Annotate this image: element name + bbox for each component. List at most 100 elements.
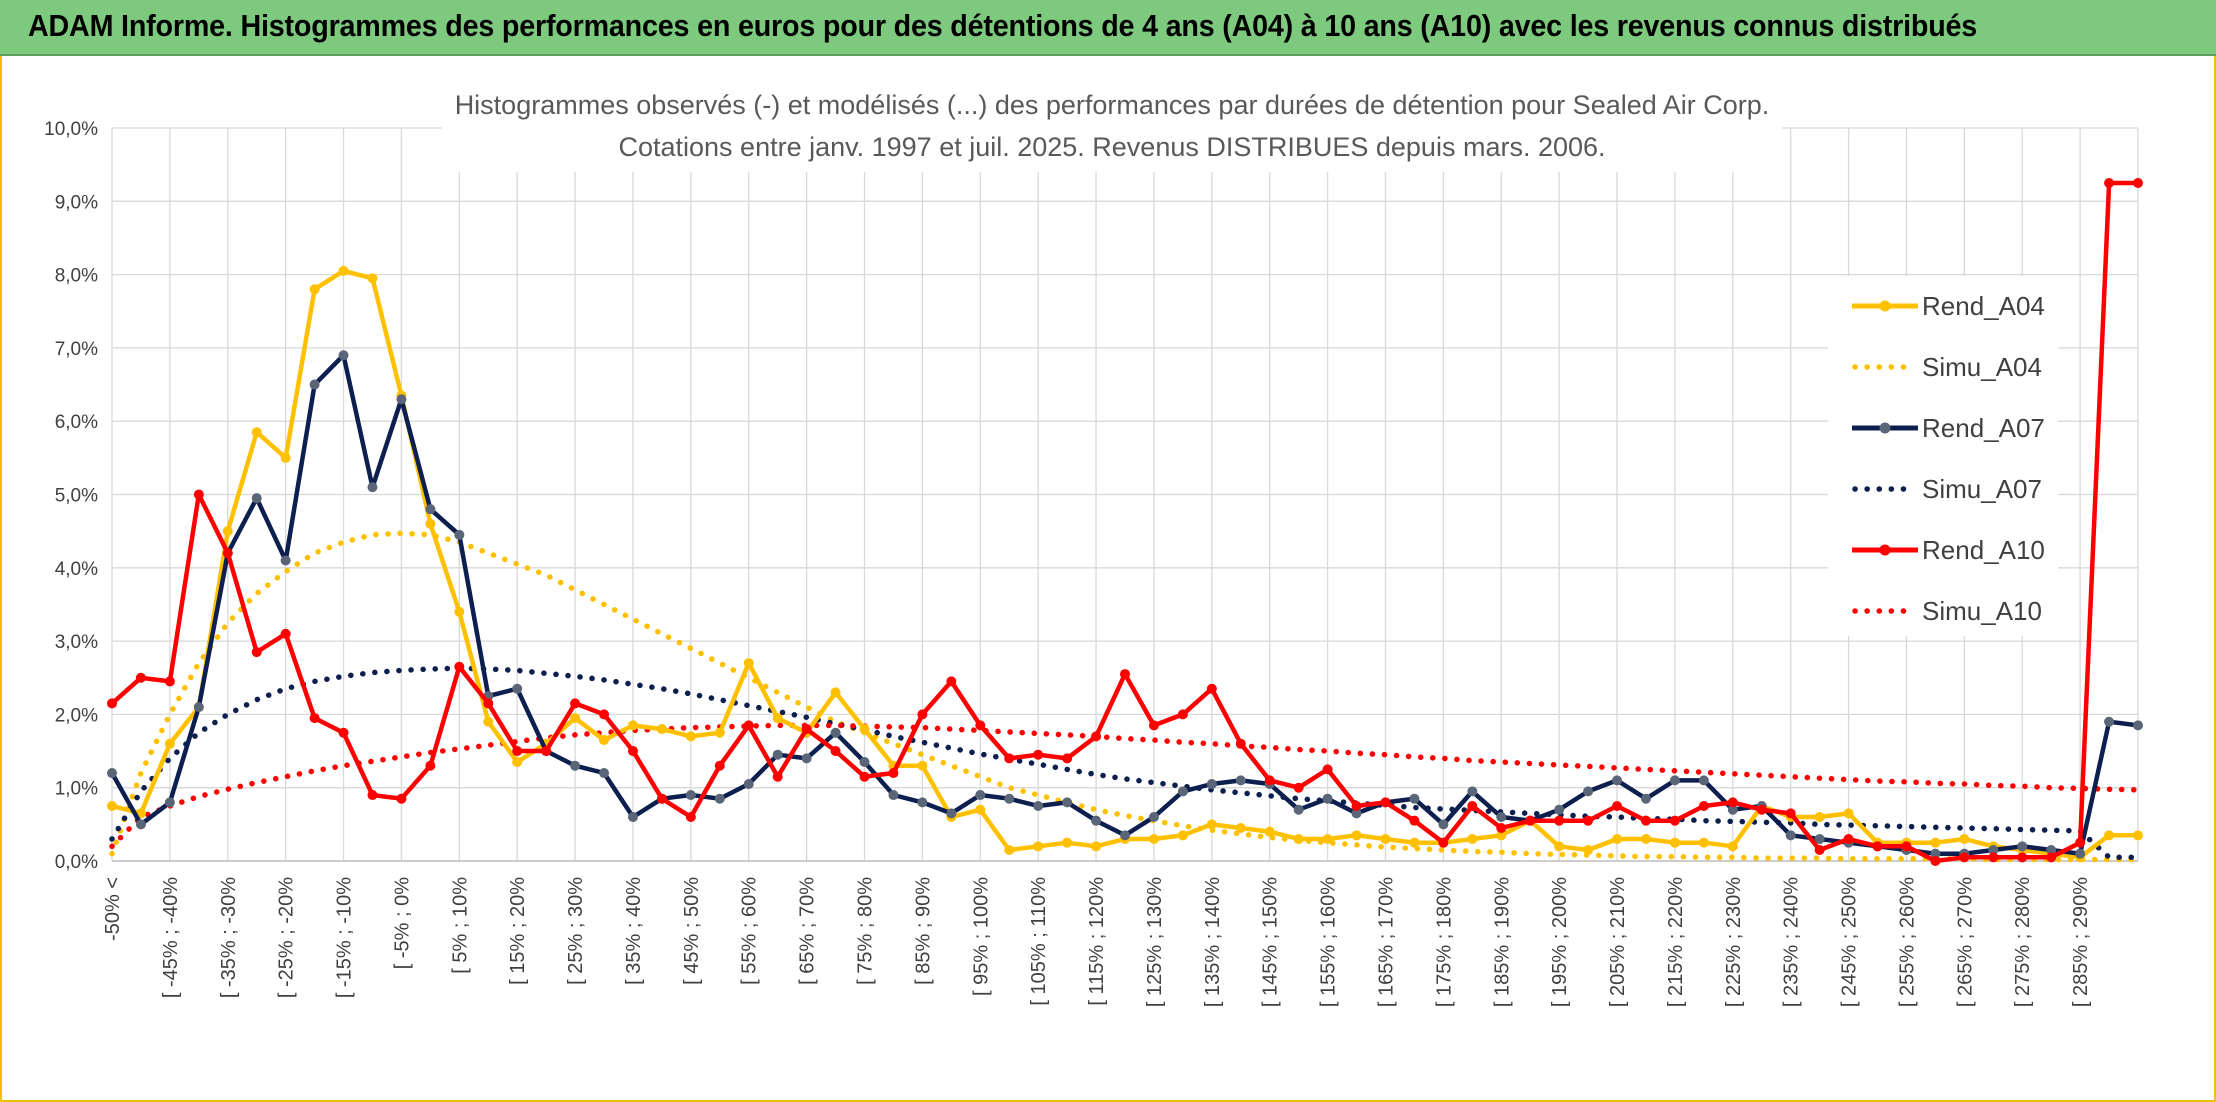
data-point — [714, 793, 725, 804]
y-tick-label: 2,0% — [55, 705, 98, 726]
x-tick-label: [ 75% ; 80% — [855, 877, 877, 985]
data-point — [1293, 782, 1304, 793]
data-point — [1322, 793, 1333, 804]
data-point — [1525, 815, 1536, 826]
x-tick-label: [ 35% ; 40% — [623, 877, 645, 985]
data-point — [280, 628, 291, 639]
data-point — [743, 658, 754, 669]
data-point — [1669, 837, 1680, 848]
data-point — [1033, 749, 1044, 760]
data-point — [1467, 801, 1478, 812]
data-point — [483, 698, 494, 709]
chart-title-line-1: Histogrammes observés (-) et modélisés (… — [455, 90, 1770, 120]
x-tick-label: [ 245% ; 250% — [1839, 877, 1861, 1007]
legend-item-Simu_A07: Simu_A07 — [1852, 474, 2042, 504]
x-tick-label: [ -5% ; 0% — [391, 877, 413, 969]
x-tick-label: [ 185% ; 190% — [1491, 877, 1513, 1007]
x-tick-label: [ 5% ; 10% — [449, 877, 471, 974]
data-point — [1004, 753, 1015, 764]
x-tick-label: [ 45% ; 50% — [681, 877, 703, 985]
x-tick-label: [ 105% ; 110% — [1028, 877, 1050, 1006]
data-point — [338, 265, 349, 276]
data-point — [1409, 815, 1420, 826]
data-point — [1206, 683, 1217, 694]
data-point — [627, 812, 638, 823]
data-point — [859, 771, 870, 782]
x-tick-label: [ -15% ; -10% — [334, 877, 356, 998]
data-point — [2046, 845, 2057, 856]
y-tick-label: 8,0% — [55, 266, 98, 287]
data-point — [917, 760, 928, 771]
series-Rend_A10 — [107, 177, 2143, 866]
y-tick-label: 4,0% — [55, 559, 98, 580]
data-point — [280, 555, 291, 566]
x-tick-label: [ 285% ; 290% — [2070, 877, 2092, 1007]
legend-item-Rend_A07: Rend_A07 — [1852, 413, 2045, 443]
x-tick-label: [ 225% ; 230% — [1723, 877, 1745, 1007]
data-point — [859, 724, 870, 735]
data-point — [1206, 819, 1217, 830]
data-point — [1640, 834, 1651, 845]
data-point — [772, 749, 783, 760]
legend-label: Rend_A07 — [1922, 413, 2045, 443]
data-point — [541, 746, 552, 757]
data-point — [309, 379, 320, 390]
data-point — [570, 713, 581, 724]
data-point — [454, 529, 465, 540]
data-point — [1467, 786, 1478, 797]
data-point — [454, 606, 465, 617]
x-tick-label: [ 135% ; 140% — [1202, 877, 1224, 1007]
data-point — [2075, 848, 2086, 859]
data-point — [1120, 669, 1130, 680]
data-point — [1148, 720, 1159, 731]
data-point — [164, 676, 175, 687]
data-point — [1727, 841, 1738, 852]
legend-item-Rend_A04: Rend_A04 — [1852, 291, 2045, 321]
data-point — [164, 738, 175, 749]
data-point — [1988, 845, 1999, 856]
data-point — [1004, 793, 1015, 804]
data-point — [512, 757, 523, 768]
data-point — [107, 698, 117, 709]
data-point — [1583, 786, 1594, 797]
data-point — [1206, 779, 1217, 790]
data-point — [338, 727, 349, 738]
data-point — [888, 768, 899, 779]
plot-area — [107, 177, 2143, 866]
data-point — [1177, 709, 1188, 720]
data-point — [193, 702, 204, 713]
data-point — [1959, 852, 1970, 863]
x-tick-label: [ 55% ; 60% — [739, 877, 761, 985]
legend-label: Simu_A07 — [1922, 474, 2042, 504]
data-point — [1177, 830, 1188, 841]
x-tick-label: [ 15% ; 20% — [507, 877, 529, 985]
data-point — [483, 716, 494, 727]
data-point — [1438, 819, 1449, 830]
data-point — [946, 676, 957, 687]
legend-item-Simu_A10: Simu_A10 — [1852, 596, 2042, 626]
legend-item-Simu_A04: Simu_A04 — [1852, 352, 2042, 382]
x-tick-label: [ 255% ; 260% — [1896, 877, 1918, 1007]
data-point — [830, 746, 841, 757]
data-point — [367, 790, 378, 801]
series-line — [109, 530, 2141, 863]
data-point — [1930, 837, 1941, 848]
data-point — [830, 727, 841, 738]
data-point — [1640, 815, 1651, 826]
header-banner: ADAM Informe. Histogrammes des performan… — [0, 0, 2216, 56]
x-tick-label: [ 165% ; 170% — [1375, 877, 1397, 1007]
y-tick-label: 1,0% — [55, 779, 98, 800]
legend-label: Simu_A10 — [1922, 596, 2042, 626]
data-point — [1930, 848, 1941, 859]
x-tick-label: [ 195% ; 200% — [1549, 877, 1571, 1007]
data-point — [1785, 830, 1796, 841]
y-tick-label: 9,0% — [55, 192, 98, 213]
data-point — [1612, 801, 1623, 812]
data-point — [627, 746, 638, 757]
data-point — [1988, 852, 1999, 863]
data-point — [512, 746, 523, 757]
chart-frame: 0,0% 1,0% 2,0% 3,0% 4,0% 5,0% 6,0% 7,0% 8,0% 9,0%… — [0, 56, 2216, 1102]
data-point — [1959, 834, 1970, 845]
data-point — [1322, 764, 1333, 775]
data-point — [1091, 815, 1102, 826]
